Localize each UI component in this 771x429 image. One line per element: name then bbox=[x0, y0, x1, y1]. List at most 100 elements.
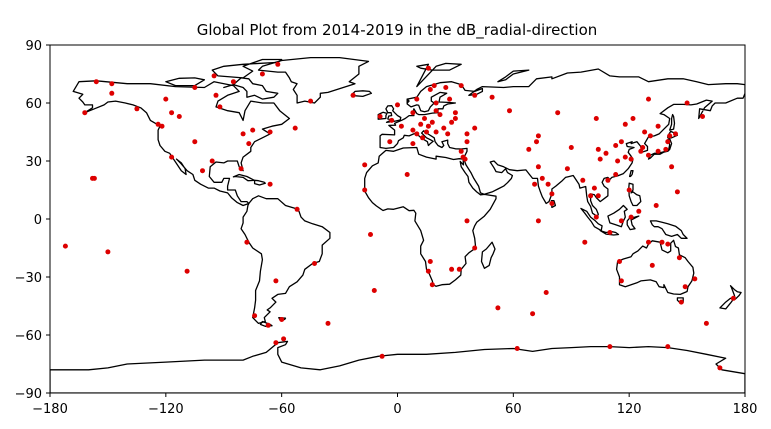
data-point-151 bbox=[682, 284, 688, 290]
data-point-159 bbox=[456, 266, 462, 272]
data-point-2 bbox=[109, 81, 115, 87]
data-point-71 bbox=[414, 96, 420, 102]
data-point-147 bbox=[617, 259, 622, 264]
data-point-128 bbox=[646, 152, 651, 158]
data-point-26 bbox=[238, 166, 244, 172]
data-point-6 bbox=[163, 96, 169, 102]
coastline-15 bbox=[480, 241, 496, 269]
data-point-55 bbox=[387, 139, 393, 145]
data-point-13 bbox=[259, 71, 265, 77]
data-point-45 bbox=[368, 232, 373, 237]
data-point-16 bbox=[155, 121, 161, 127]
coastline-35 bbox=[406, 98, 410, 104]
data-point-157 bbox=[717, 365, 723, 371]
data-point-94 bbox=[535, 164, 541, 170]
data-point-44 bbox=[62, 243, 68, 249]
data-point-99 bbox=[549, 201, 555, 206]
coastline-16 bbox=[350, 90, 373, 98]
data-point-163 bbox=[425, 268, 431, 274]
data-point-150 bbox=[676, 255, 682, 261]
data-point-65 bbox=[445, 131, 451, 137]
data-point-32 bbox=[294, 206, 300, 212]
data-point-113 bbox=[628, 156, 634, 162]
data-point-29 bbox=[209, 158, 215, 164]
data-point-30 bbox=[200, 168, 205, 174]
data-point-138 bbox=[630, 116, 636, 121]
data-point-126 bbox=[638, 148, 644, 154]
x-tick-label-2: −120 bbox=[148, 402, 184, 417]
data-point-20 bbox=[169, 154, 175, 160]
data-point-115 bbox=[605, 177, 611, 183]
coastline-4 bbox=[379, 68, 745, 218]
data-point-38 bbox=[252, 313, 258, 319]
data-point-81 bbox=[458, 148, 464, 154]
data-point-48 bbox=[362, 162, 368, 168]
data-point-153 bbox=[692, 276, 698, 282]
data-point-1 bbox=[93, 79, 99, 85]
data-point-98 bbox=[532, 181, 538, 187]
data-point-7 bbox=[169, 110, 175, 116]
coastline-19 bbox=[580, 207, 603, 232]
data-point-61 bbox=[422, 116, 427, 121]
coastline-27 bbox=[729, 285, 742, 300]
data-point-10 bbox=[213, 92, 219, 98]
data-point-143 bbox=[674, 189, 680, 195]
data-point-93 bbox=[526, 146, 532, 152]
data-point-100 bbox=[555, 110, 561, 116]
observation-markers bbox=[62, 61, 736, 371]
y-tick-label-3: 30 bbox=[25, 155, 42, 170]
data-point-133 bbox=[673, 131, 678, 137]
coastline-8 bbox=[50, 340, 745, 393]
data-point-28 bbox=[91, 175, 97, 181]
data-point-89 bbox=[410, 141, 416, 147]
data-point-52 bbox=[389, 117, 395, 123]
data-point-14 bbox=[275, 61, 281, 67]
coastlines bbox=[50, 56, 745, 393]
data-point-152 bbox=[678, 299, 684, 305]
data-point-161 bbox=[429, 282, 435, 288]
data-point-170 bbox=[665, 344, 671, 350]
x-tick-label-5: 60 bbox=[505, 402, 522, 417]
data-point-5 bbox=[134, 106, 140, 112]
data-point-122 bbox=[628, 214, 634, 220]
coastline-30 bbox=[416, 62, 462, 88]
coastline-23 bbox=[649, 220, 688, 239]
data-point-67 bbox=[452, 110, 458, 116]
y-tick-label-2: 60 bbox=[25, 97, 42, 112]
data-point-118 bbox=[595, 193, 601, 199]
data-point-75 bbox=[447, 96, 453, 102]
data-point-58 bbox=[418, 121, 424, 127]
data-point-90 bbox=[460, 154, 466, 160]
data-point-140 bbox=[684, 100, 690, 106]
data-point-92 bbox=[534, 139, 539, 145]
x-tick-label-4: 0 bbox=[393, 402, 401, 417]
data-point-95 bbox=[545, 181, 551, 187]
data-point-114 bbox=[613, 172, 619, 177]
y-tick-label-6: −60 bbox=[15, 329, 42, 344]
data-point-36 bbox=[279, 317, 285, 322]
data-point-86 bbox=[472, 92, 478, 98]
data-point-46 bbox=[371, 288, 377, 293]
data-point-125 bbox=[582, 239, 588, 245]
data-point-49 bbox=[362, 187, 368, 193]
data-point-19 bbox=[159, 123, 165, 129]
data-point-50 bbox=[404, 172, 410, 177]
data-point-141 bbox=[700, 114, 705, 119]
data-point-162 bbox=[427, 259, 433, 264]
y-tick-label-4: 0 bbox=[34, 213, 42, 228]
data-point-21 bbox=[246, 141, 252, 147]
data-point-148 bbox=[618, 278, 624, 284]
y-tick-label-1: 90 bbox=[25, 39, 42, 54]
data-point-68 bbox=[433, 108, 439, 114]
data-point-96 bbox=[549, 191, 555, 197]
coastline-11 bbox=[211, 58, 283, 79]
data-point-169 bbox=[607, 344, 613, 350]
coastline-2 bbox=[240, 195, 331, 325]
data-point-97 bbox=[539, 175, 545, 181]
data-point-69 bbox=[424, 129, 429, 135]
x-tick-label-3: −60 bbox=[268, 402, 295, 417]
data-point-171 bbox=[379, 353, 385, 359]
data-point-39 bbox=[273, 340, 279, 346]
data-point-40 bbox=[281, 336, 287, 342]
data-point-33 bbox=[244, 239, 250, 245]
